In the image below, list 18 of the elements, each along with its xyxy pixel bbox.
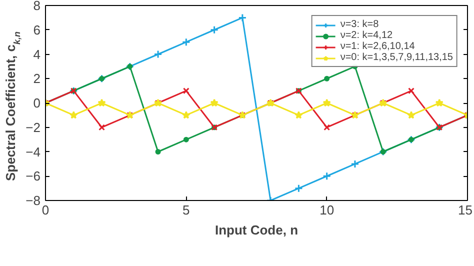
- x-tick-label: 15: [458, 202, 473, 218]
- y-tick-label: 6: [33, 22, 41, 38]
- y-tick-label: 4: [33, 46, 41, 62]
- y-tick-label: 2: [33, 71, 41, 86]
- x-axis-title: Input Code, n: [214, 222, 298, 238]
- y-tick-label: −8: [26, 193, 41, 208]
- legend-label: ν=0: k=1,3,5,7,9,11,13,15: [340, 52, 453, 63]
- y-tick-label: −6: [26, 168, 41, 184]
- y-tick-label: −4: [26, 144, 41, 160]
- legend-label: ν=3: k=8: [340, 19, 379, 30]
- y-tick-label: 0: [33, 96, 41, 110]
- y-axis-title: Spectral Coefficient, ck,n: [2, 30, 22, 182]
- y-tick-label: −2: [26, 120, 41, 135]
- legend-label: ν=2: k=4,12: [340, 30, 393, 41]
- y-tick-label: 8: [33, 0, 41, 13]
- x-tick-label: 10: [320, 202, 334, 218]
- legend-label: ν=1: k=2,6,10,14: [340, 41, 415, 52]
- x-tick-label: 5: [182, 202, 190, 218]
